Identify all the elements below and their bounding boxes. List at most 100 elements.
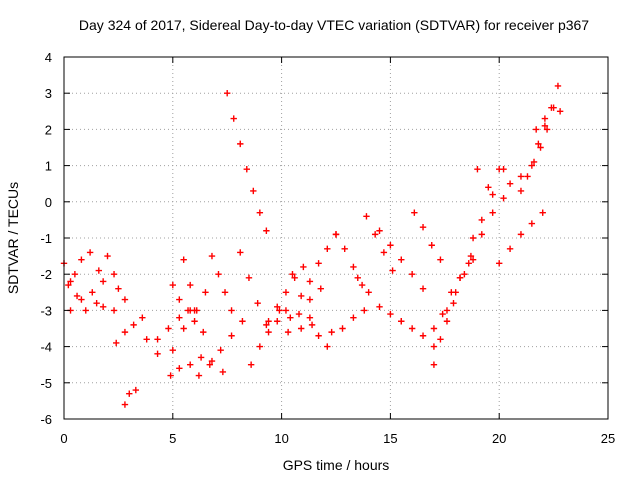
series-arc-28 bbox=[411, 209, 444, 263]
series-arc-38 bbox=[532, 104, 564, 133]
x-tick-label: 0 bbox=[60, 431, 67, 446]
data-point bbox=[274, 303, 281, 310]
data-point bbox=[419, 285, 427, 292]
data-point bbox=[95, 267, 103, 274]
data-point bbox=[380, 249, 388, 256]
data-point bbox=[169, 347, 176, 354]
series-arc-29 bbox=[430, 260, 472, 332]
data-point bbox=[176, 314, 183, 321]
data-point bbox=[121, 296, 129, 303]
data-point bbox=[191, 318, 198, 325]
data-point bbox=[221, 289, 229, 296]
series-arc-35 bbox=[496, 209, 546, 267]
data-point bbox=[165, 325, 172, 332]
data-point bbox=[543, 126, 551, 133]
data-point bbox=[113, 339, 120, 347]
x-tick-label: 5 bbox=[169, 431, 176, 446]
data-point bbox=[297, 292, 305, 300]
data-point bbox=[176, 296, 183, 303]
data-point bbox=[387, 242, 394, 249]
y-tick-label: 4 bbox=[45, 50, 52, 65]
data-point bbox=[104, 252, 111, 260]
data-point bbox=[361, 307, 368, 314]
series-arc-26 bbox=[376, 227, 427, 292]
data-point bbox=[243, 166, 250, 173]
data-point bbox=[132, 386, 140, 394]
data-point bbox=[408, 271, 416, 278]
series-arc-37 bbox=[528, 82, 562, 169]
data-point bbox=[176, 365, 183, 372]
data-point bbox=[517, 187, 525, 195]
data-point bbox=[219, 368, 227, 376]
data-point bbox=[524, 173, 531, 180]
x-tick-label: 25 bbox=[601, 431, 615, 446]
data-point bbox=[506, 180, 514, 187]
data-point bbox=[332, 231, 340, 238]
series-arc-13 bbox=[208, 252, 235, 314]
data-point bbox=[237, 249, 244, 256]
data-point bbox=[387, 310, 394, 318]
data-point bbox=[99, 278, 107, 285]
data-point bbox=[154, 350, 161, 358]
data-point bbox=[71, 271, 79, 278]
series-arc-9 bbox=[169, 289, 209, 354]
series-arc-20 bbox=[289, 271, 331, 350]
series-arc-31 bbox=[443, 256, 477, 314]
chart-title: Day 324 of 2017, Sidereal Day-to-day VTE… bbox=[79, 17, 589, 33]
data-point bbox=[78, 256, 85, 263]
data-point bbox=[389, 267, 396, 274]
data-point bbox=[65, 281, 72, 289]
data-point bbox=[517, 231, 525, 238]
data-point bbox=[430, 361, 438, 368]
y-tick-label: -6 bbox=[40, 412, 52, 427]
data-point bbox=[187, 361, 194, 368]
data-point bbox=[169, 281, 176, 289]
data-point bbox=[265, 328, 272, 336]
gridlines bbox=[64, 57, 608, 419]
series-arc-2 bbox=[65, 249, 111, 289]
data-point bbox=[452, 289, 459, 296]
data-point bbox=[200, 328, 207, 336]
data-point bbox=[206, 361, 213, 368]
data-point bbox=[110, 271, 118, 278]
data-point bbox=[308, 321, 316, 329]
data-point bbox=[496, 166, 503, 173]
data-point bbox=[496, 260, 503, 267]
data-point bbox=[430, 325, 438, 332]
data-point bbox=[228, 332, 235, 339]
series-arc-34 bbox=[474, 166, 525, 191]
data-point bbox=[139, 314, 146, 321]
series-arc-32 bbox=[456, 194, 507, 282]
data-point bbox=[287, 314, 294, 321]
data-point bbox=[82, 307, 89, 314]
series-arc-33 bbox=[469, 166, 507, 242]
data-point bbox=[110, 307, 118, 314]
data-point bbox=[224, 90, 231, 97]
data-point bbox=[398, 318, 405, 325]
data-point bbox=[263, 227, 270, 234]
data-point bbox=[541, 115, 549, 122]
data-point bbox=[376, 303, 383, 310]
data-point bbox=[324, 245, 331, 253]
series-arc-25 bbox=[363, 213, 396, 274]
data-point bbox=[339, 325, 346, 332]
x-tick-label: 10 bbox=[274, 431, 288, 446]
y-tick-label: -2 bbox=[40, 267, 52, 282]
data-point bbox=[517, 173, 525, 180]
data-point bbox=[167, 372, 174, 379]
data-point bbox=[121, 401, 129, 408]
data-point bbox=[506, 245, 514, 253]
data-point bbox=[489, 209, 496, 216]
data-point bbox=[306, 314, 314, 321]
data-point bbox=[73, 292, 81, 300]
y-tick-label: -1 bbox=[40, 231, 52, 246]
data-point bbox=[256, 343, 264, 350]
series-arc-21 bbox=[306, 231, 340, 285]
series-arc-36 bbox=[517, 126, 551, 195]
series-arc-18 bbox=[274, 263, 307, 310]
x-tick-label: 20 bbox=[492, 431, 506, 446]
series-arc-23 bbox=[332, 231, 366, 289]
data-point bbox=[539, 209, 546, 216]
data-point bbox=[202, 289, 209, 296]
series-arc-27 bbox=[398, 318, 438, 350]
